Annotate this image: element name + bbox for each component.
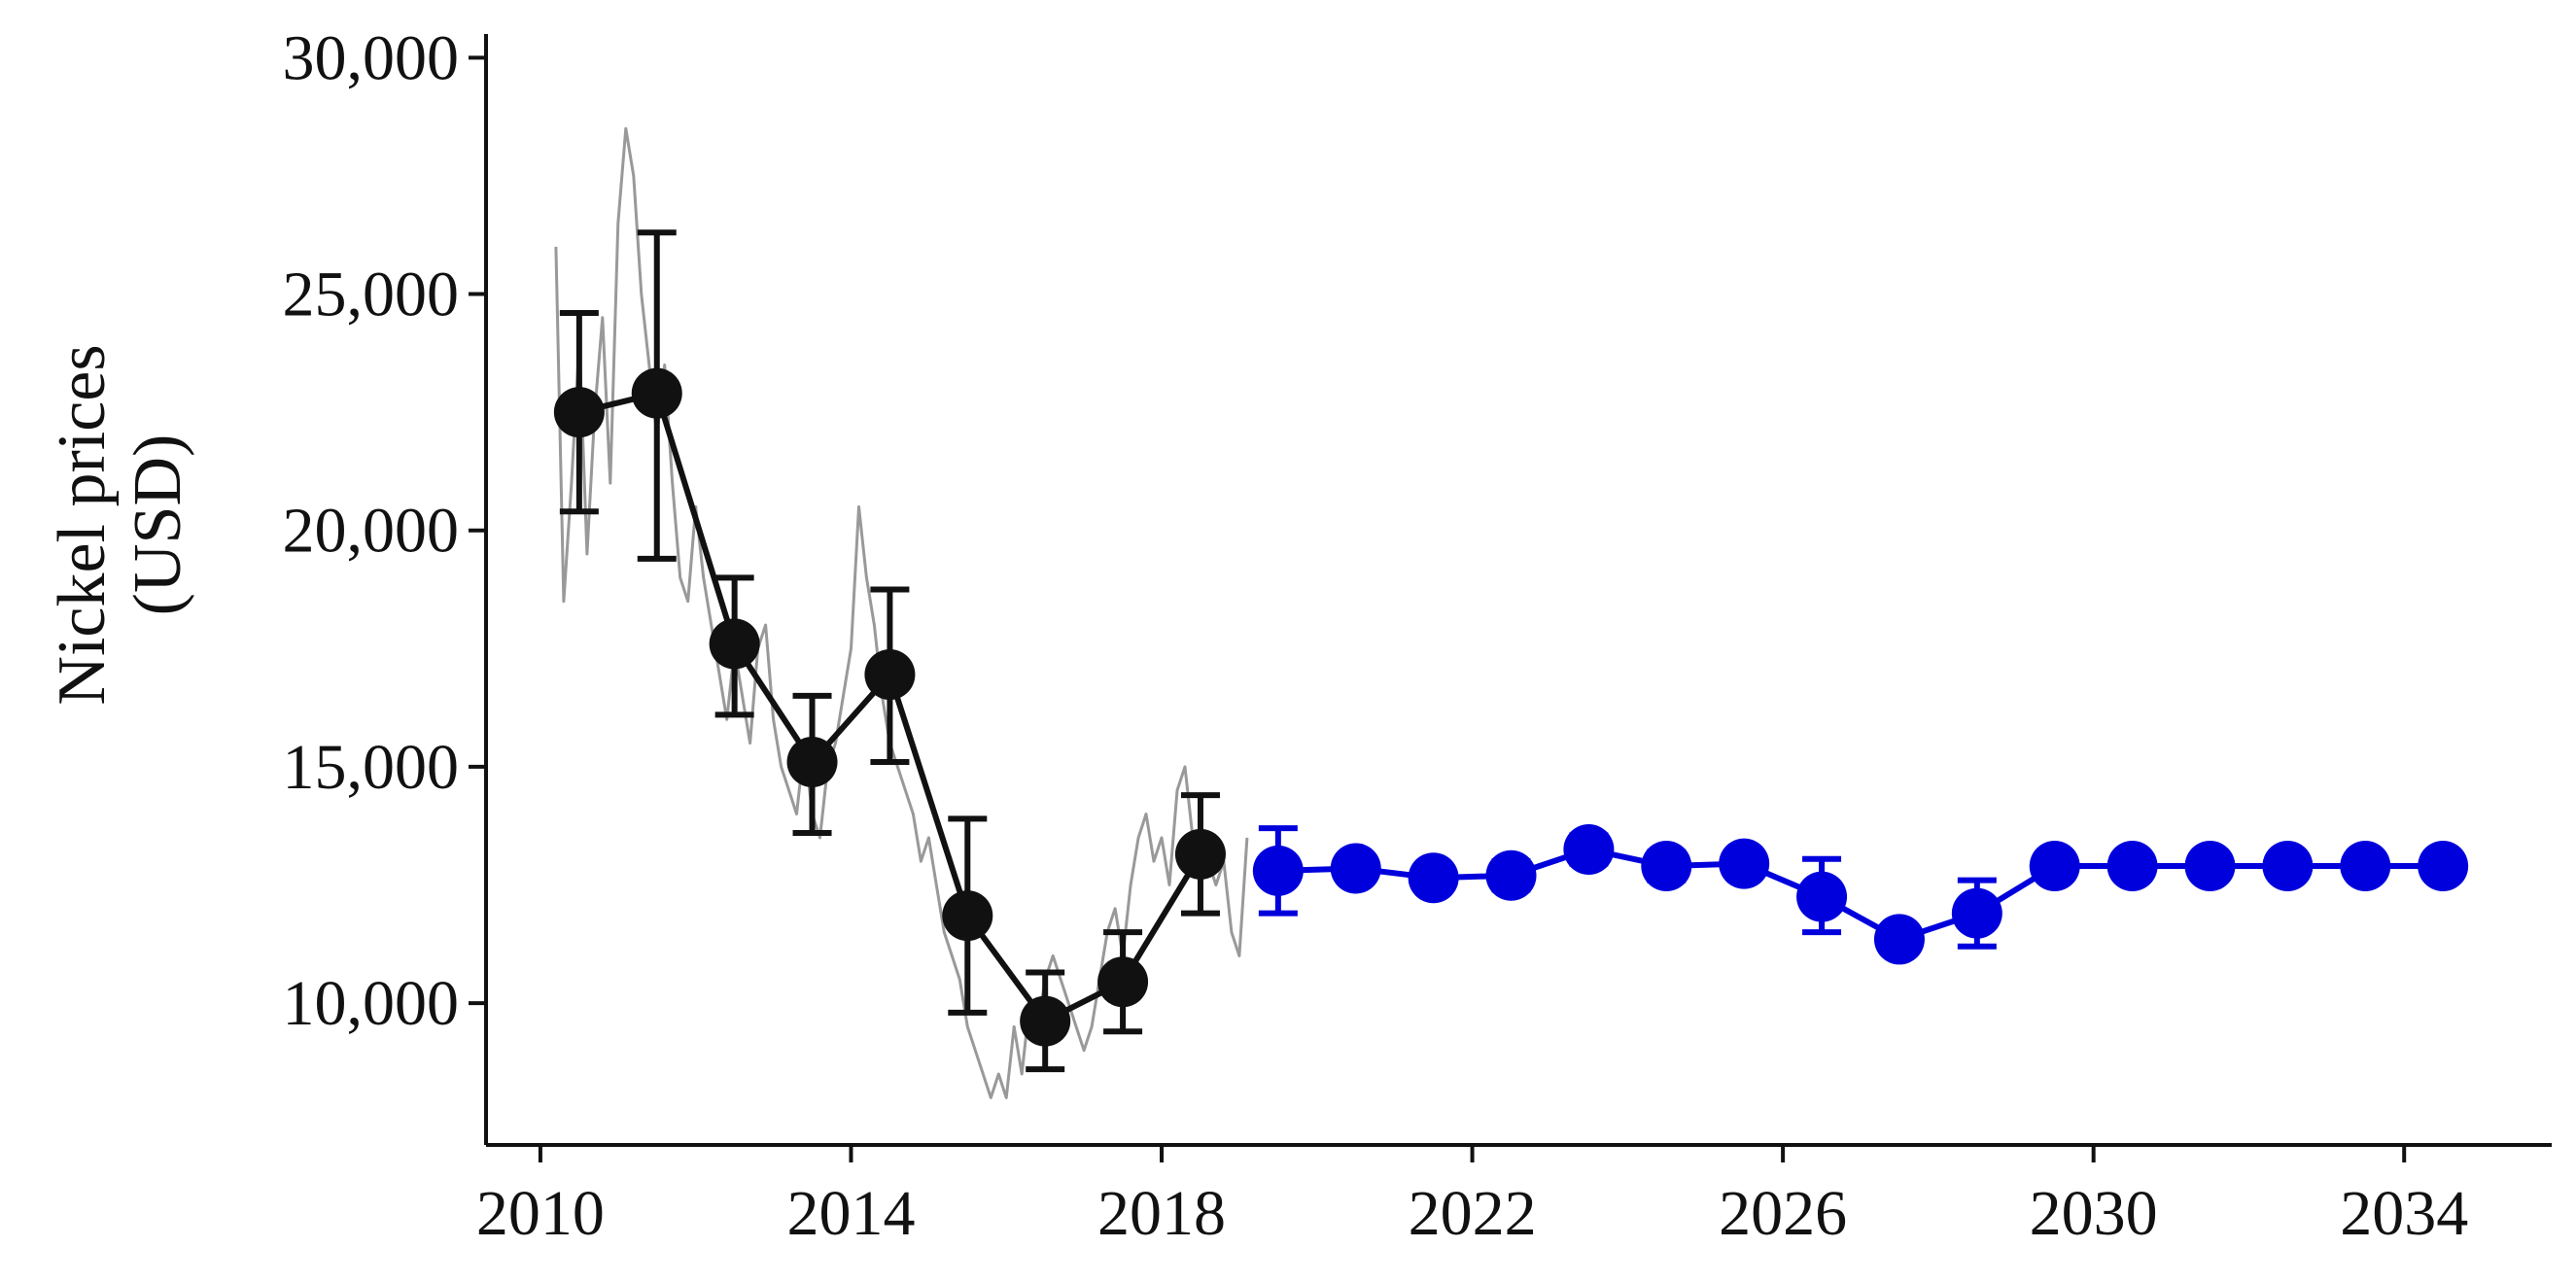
forecast-point (2340, 841, 2391, 892)
y-tick-label: 30,000 (283, 22, 460, 93)
historical-annual-point (1174, 828, 1226, 880)
y-axis-title-line-1: Nickel prices (45, 344, 120, 705)
raw-price-line (554, 126, 1249, 1099)
forecast-point (1252, 845, 1304, 896)
x-tick-label: 2030 (2030, 1178, 2158, 1249)
x-tick-label: 2034 (2340, 1178, 2468, 1249)
axes: 10,000 15,000 20,000 25,000 30,000 2010 2014 20… (283, 22, 2552, 1249)
forecast-point (2029, 841, 2080, 892)
forecast-point (2106, 841, 2158, 892)
series-raw-daily (554, 126, 1249, 1099)
y-axis-title-line-2: (USD) (121, 434, 195, 616)
y-tick-label: 10,000 (283, 968, 460, 1039)
series-historical-annual (553, 229, 1226, 1073)
historical-annual-point (1097, 956, 1149, 1008)
historical-annual-point (942, 890, 993, 942)
forecast-point (1563, 824, 1615, 876)
forecast-point (1485, 849, 1537, 901)
forecast-point (2184, 841, 2236, 892)
x-tick-label: 2014 (786, 1178, 915, 1249)
y-tick-label: 25,000 (283, 260, 460, 330)
y-tick-label: 15,000 (283, 732, 460, 803)
forecast-point (1330, 843, 1381, 894)
plot-area (553, 126, 2469, 1099)
forecast-line (1277, 847, 2444, 943)
historical-annual-point (553, 387, 605, 438)
historical-annual-point (709, 618, 760, 670)
historical-annual-point (864, 649, 916, 701)
forecast-point (2418, 841, 2469, 892)
forecast-point (1408, 852, 1459, 904)
forecast-point (1641, 841, 1692, 892)
x-tick-label: 2018 (1097, 1178, 1226, 1249)
historical-annual-point (1020, 995, 1071, 1047)
historical-annual-point (631, 367, 682, 419)
series-forecast (1252, 824, 2469, 965)
y-axis-title: Nickel prices (USD) (45, 344, 195, 705)
forecast-point (1796, 871, 1848, 922)
x-tick-label: 2026 (1719, 1178, 1847, 1249)
historical-annual-point (786, 737, 838, 788)
x-tick-label: 2010 (476, 1178, 605, 1249)
forecast-point (1951, 887, 2002, 939)
forecast-point (1873, 914, 1925, 965)
forecast-point (1719, 838, 1770, 889)
forecast-point (2262, 841, 2314, 892)
y-tick-label: 20,000 (283, 496, 460, 567)
x-tick-label: 2022 (1409, 1178, 1537, 1249)
